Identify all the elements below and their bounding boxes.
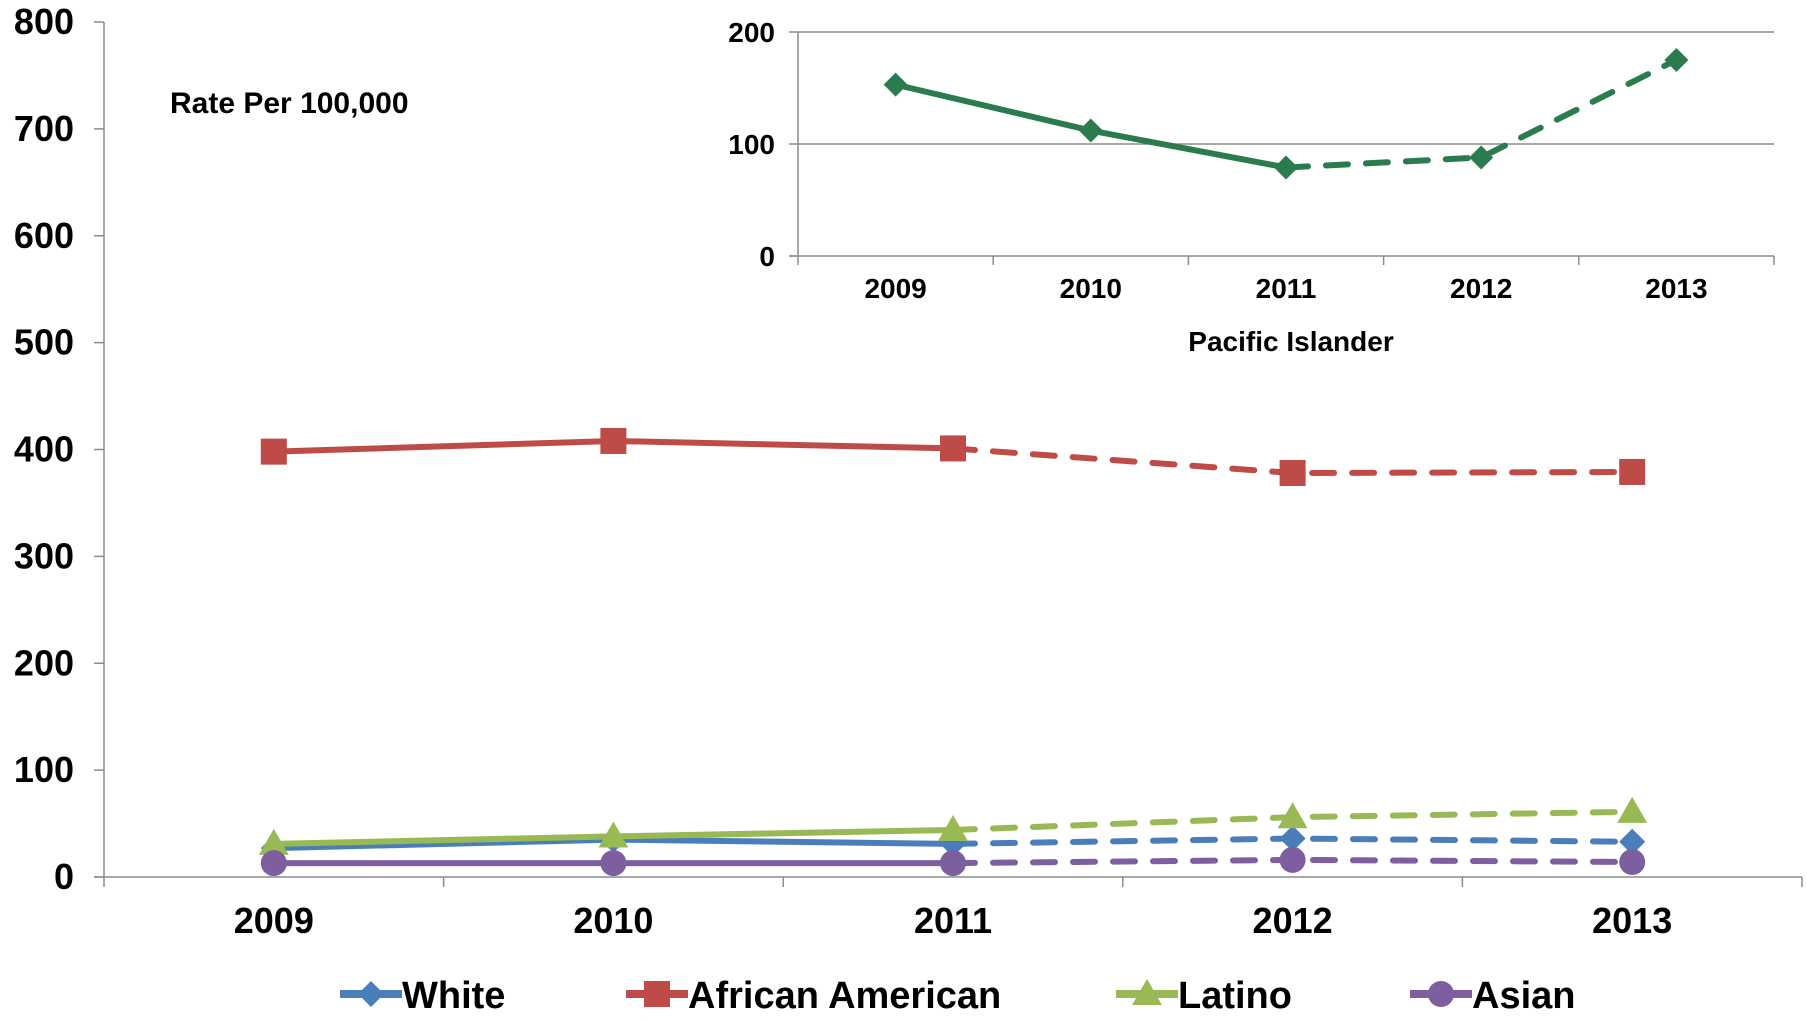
inset-point-series-0-2011 <box>1274 155 1298 180</box>
inset-y-tick-label-200: 200 <box>728 17 775 48</box>
legend-swatch-marker-african-american <box>644 981 670 1007</box>
main-series-latino <box>258 796 1648 855</box>
inset-x-tick-label-2012: 2012 <box>1450 273 1512 304</box>
legend-label-latino: Latino <box>1178 975 1292 1017</box>
legend-label-asian: Asian <box>1472 975 1575 1017</box>
legend-item-asian: Asian <box>1410 975 1575 1017</box>
inset-x-tick-label-2013: 2013 <box>1645 273 1707 304</box>
inset-x-tick-label-2009: 2009 <box>864 273 926 304</box>
main-point-asian-2011 <box>940 850 966 877</box>
main-point-african-american-2010 <box>600 427 627 454</box>
main-y-tick-label-500: 500 <box>14 322 74 363</box>
main-point-african-american-2013 <box>1619 458 1646 485</box>
main-point-latino-2009 <box>258 828 289 855</box>
main-x-tick-label-2010: 2010 <box>573 900 653 941</box>
legend-swatch-marker-asian <box>1428 981 1454 1007</box>
main-point-white-2013 <box>1619 828 1646 855</box>
main-axes: 0 100 200 300 400 500 600 700 800 2009 2010 2011 201… <box>14 1 1803 941</box>
inset-point-series-0-2013 <box>1664 48 1689 72</box>
main-series-layer <box>258 427 1648 877</box>
main-point-latino-2011 <box>938 815 968 842</box>
main-y-axis-label: Rate Per 100,000 <box>170 87 409 120</box>
legend-item-white: White <box>340 975 505 1017</box>
main-y-tick-label-100: 100 <box>14 749 74 790</box>
main-x-tick-label-2011: 2011 <box>914 900 992 941</box>
main-point-asian-2009 <box>260 850 287 877</box>
legend: White African American Latino Asian <box>340 975 1575 1017</box>
main-point-latino-2012 <box>1277 802 1308 829</box>
main-series-asian <box>260 846 1646 877</box>
main-point-asian-2010 <box>600 850 627 877</box>
inset-x-tick-label-2010: 2010 <box>1060 273 1122 304</box>
main-y-tick-label-400: 400 <box>14 429 74 470</box>
inset-point-series-0-2009 <box>883 72 908 97</box>
inset-axes: 0 100 200 2009 2010 2011 2012 2013 <box>728 17 1775 304</box>
inset-x-tick-label-2011: 2011 <box>1256 273 1317 304</box>
main-x-tick-label-2009: 2009 <box>234 900 314 941</box>
main-point-african-american-2011 <box>940 435 966 462</box>
legend-swatch-marker-latino <box>1132 979 1162 1006</box>
inset-point-series-0-2012 <box>1469 145 1494 170</box>
inset-series-series-0-line-dashed <box>1283 57 1680 171</box>
main-x-tick-label-2012: 2012 <box>1253 900 1333 941</box>
legend-item-african-american: African American <box>626 975 1001 1017</box>
inset-series-series-0 <box>883 48 1689 180</box>
legend-swatch-marker-white <box>358 981 384 1007</box>
main-point-white-2012 <box>1279 825 1306 852</box>
main-point-asian-2013 <box>1619 849 1646 876</box>
main-point-african-american-2009 <box>260 438 287 465</box>
main-point-latino-2010 <box>598 821 629 848</box>
main-series-african-american <box>260 427 1646 487</box>
inset-y-tick-label-0: 0 <box>759 241 775 272</box>
main-point-latino-2013 <box>1617 796 1648 823</box>
main-y-tick-label-800: 800 <box>14 1 74 42</box>
main-y-tick-label-700: 700 <box>14 108 74 149</box>
main-point-african-american-2012 <box>1279 460 1306 487</box>
main-y-tick-label-0: 0 <box>54 856 74 897</box>
main-y-tick-label-600: 600 <box>14 215 74 256</box>
legend-label-african-american: African American <box>688 975 1001 1017</box>
legend-item-latino: Latino <box>1116 975 1292 1017</box>
inset-x-axis-label: Pacific Islander <box>1188 326 1394 357</box>
inset-point-series-0-2010 <box>1078 118 1103 143</box>
main-y-tick-label-200: 200 <box>14 642 74 683</box>
legend-label-white: White <box>402 975 505 1017</box>
inset-series-layer <box>883 48 1689 180</box>
main-y-tick-label-300: 300 <box>14 535 74 576</box>
main-x-tick-label-2013: 2013 <box>1592 900 1672 941</box>
inset-y-tick-label-100: 100 <box>728 129 775 160</box>
main-point-asian-2012 <box>1279 846 1306 873</box>
